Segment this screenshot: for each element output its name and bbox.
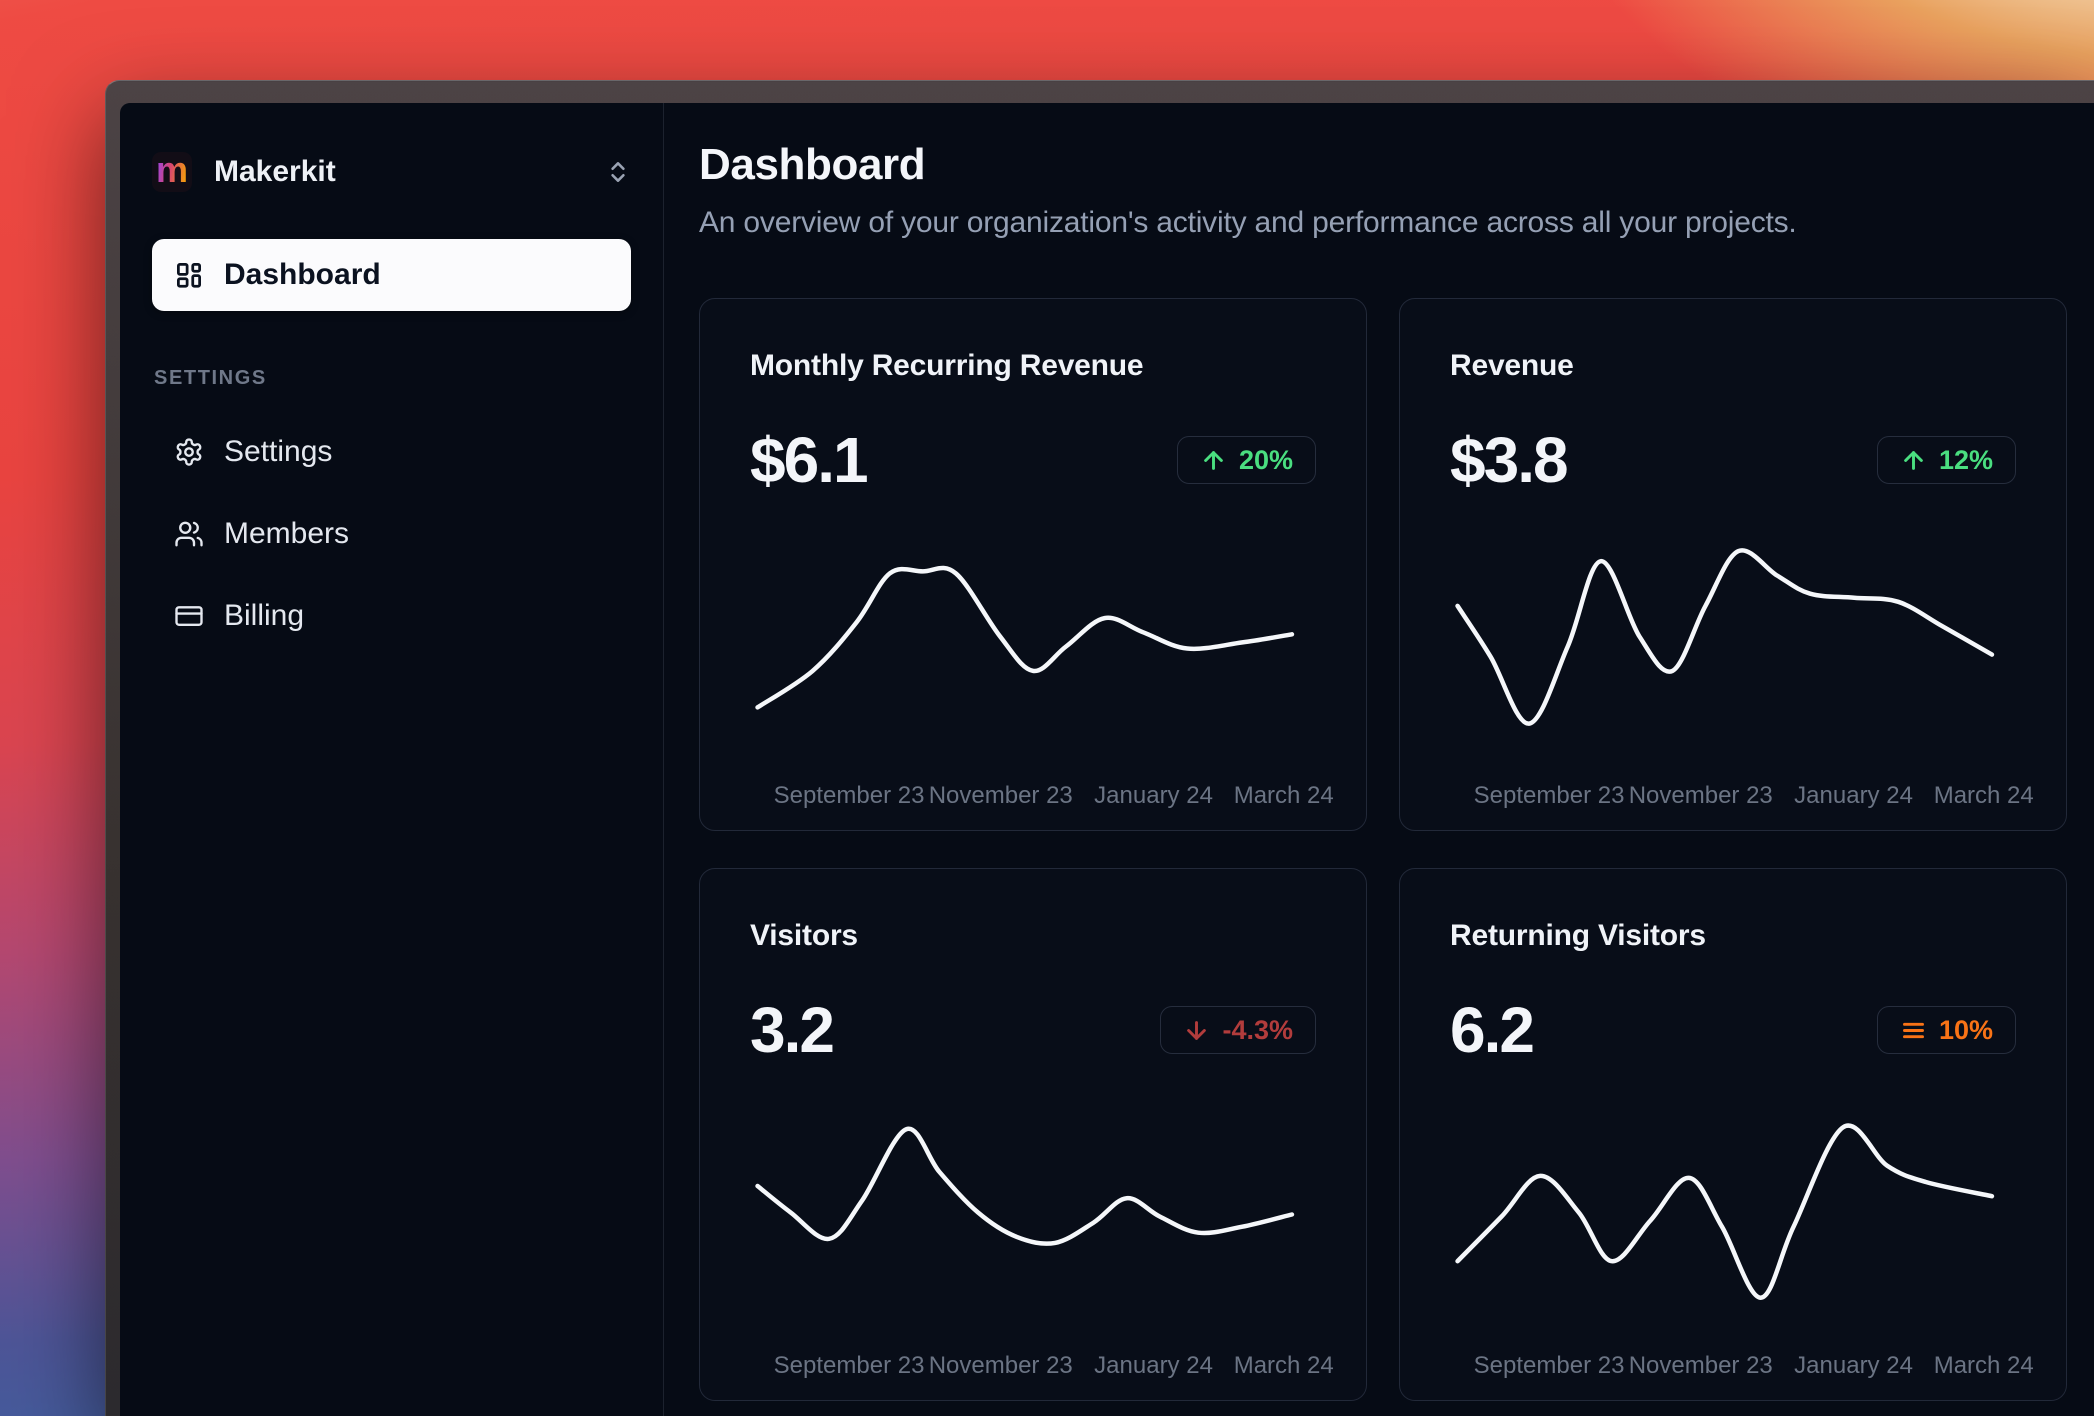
x-axis-label: November 23 (1628, 1352, 1773, 1379)
sparkline-chart: September 23 November 23 January 24 March 2… (1450, 531, 2034, 812)
x-axis-label: September 23 (773, 1352, 925, 1379)
sparkline-chart: September 23 November 23 January 24 March 2… (750, 531, 1334, 812)
card-title: Returning Visitors (1450, 919, 1706, 952)
card-value: $3.8 (1450, 424, 1569, 496)
sidebar-item-label: Dashboard (224, 258, 381, 291)
x-axis-label: March 24 (1933, 782, 2034, 809)
page-subtitle: An overview of your organization's activ… (699, 206, 1797, 239)
x-axis-label: January 24 (1794, 782, 1913, 809)
chevrons-up-down-icon (611, 162, 625, 182)
sparkline-chart: September 23 November 23 January 24 March 2… (1450, 1101, 2034, 1382)
trend-value: 20% (1238, 444, 1293, 475)
card-title: Visitors (750, 919, 858, 952)
makerkit-logo: m (152, 152, 192, 192)
card-title: Monthly Recurring Revenue (750, 349, 1144, 382)
sidebar-item-settings[interactable]: Settings (152, 416, 631, 488)
trend-value: 12% (1938, 444, 1993, 475)
sidebar-nav: Dashboard SETTINGS Settings (152, 239, 631, 652)
x-axis-label: September 23 (773, 782, 925, 809)
makerkit-logo-letter: m (155, 149, 188, 190)
app-content: m Makerkit Dashboard SETTING (120, 103, 2094, 1416)
sparkline-chart: September 23 November 23 January 24 March 2… (750, 1101, 1334, 1382)
x-axis-labels: September 23 November 23 January 24 March 2… (1450, 1352, 2034, 1382)
card-value: $6.1 (750, 424, 869, 496)
trend-badge: 20% (1176, 436, 1316, 484)
stat-card-visitors: Visitors 3.2 -4.3% September 23 November … (699, 868, 1367, 1401)
x-axis-label: November 23 (1628, 782, 1773, 809)
trend-up-icon (1200, 447, 1227, 474)
sidebar-section-label: SETTINGS (154, 367, 267, 389)
stat-card-monthly-recurring-revenue: Monthly Recurring Revenue $6.1 20% Septe… (699, 298, 1367, 831)
sidebar-item-members[interactable]: Members (152, 498, 631, 570)
gear-icon (176, 438, 202, 466)
credit-card-icon (175, 606, 203, 626)
users-icon (175, 521, 203, 547)
x-axis-label: January 24 (1794, 1352, 1913, 1379)
x-axis-label: March 24 (1933, 1352, 2034, 1379)
stat-card-returning-visitors: Returning Visitors 6.2 10% September 23 N… (1399, 868, 2067, 1401)
sidebar-item-label: Settings (224, 435, 333, 468)
x-axis-labels: September 23 November 23 January 24 March 2… (750, 1352, 1334, 1382)
card-value: 6.2 (1450, 994, 1535, 1066)
x-axis-label: November 23 (928, 782, 1073, 809)
trend-down-icon (1183, 1017, 1210, 1044)
sidebar-item-label: Billing (224, 599, 305, 632)
x-axis-label: March 24 (1233, 782, 1334, 809)
app-window: m Makerkit Dashboard SETTING (105, 80, 2094, 1416)
dashboard-icon (177, 263, 201, 288)
x-axis-label: September 23 (1473, 782, 1625, 809)
stats-grid: Monthly Recurring Revenue $6.1 20% Septe… (699, 298, 2067, 1401)
trend-badge: 10% (1876, 1006, 2016, 1054)
workspace-name: Makerkit (214, 155, 336, 188)
sidebar-item-dashboard[interactable]: Dashboard (152, 239, 631, 311)
page-title: Dashboard (699, 140, 926, 189)
trend-up-icon (1900, 447, 1927, 474)
trend-value: -4.3% (1222, 1014, 1293, 1045)
x-axis-label: September 23 (1473, 1352, 1625, 1379)
card-value: 3.2 (750, 994, 835, 1066)
x-axis-label: January 24 (1094, 1352, 1213, 1379)
x-axis-label: November 23 (928, 1352, 1073, 1379)
card-title: Revenue (1450, 349, 1574, 382)
x-axis-label: March 24 (1233, 1352, 1334, 1379)
trend-badge: 12% (1876, 436, 2016, 484)
page-header: Dashboard An overview of your organizati… (699, 140, 2066, 240)
x-axis-label: January 24 (1094, 782, 1213, 809)
x-axis-labels: September 23 November 23 January 24 March 2… (750, 782, 1334, 812)
trend-badge: -4.3% (1160, 1006, 1316, 1054)
main-content: Dashboard An overview of your organizati… (664, 103, 2094, 1416)
trend-value: 10% (1938, 1014, 1993, 1045)
workspace-selector[interactable]: m Makerkit (152, 147, 631, 197)
sidebar-item-label: Members (224, 517, 350, 550)
sidebar-item-billing[interactable]: Billing (152, 580, 631, 652)
stat-card-revenue: Revenue $3.8 12% September 23 November 23… (1399, 298, 2067, 831)
sidebar: m Makerkit Dashboard SETTING (120, 103, 664, 1416)
x-axis-labels: September 23 November 23 January 24 March 2… (1450, 782, 2034, 812)
trend-flat-icon (1900, 1017, 1927, 1044)
